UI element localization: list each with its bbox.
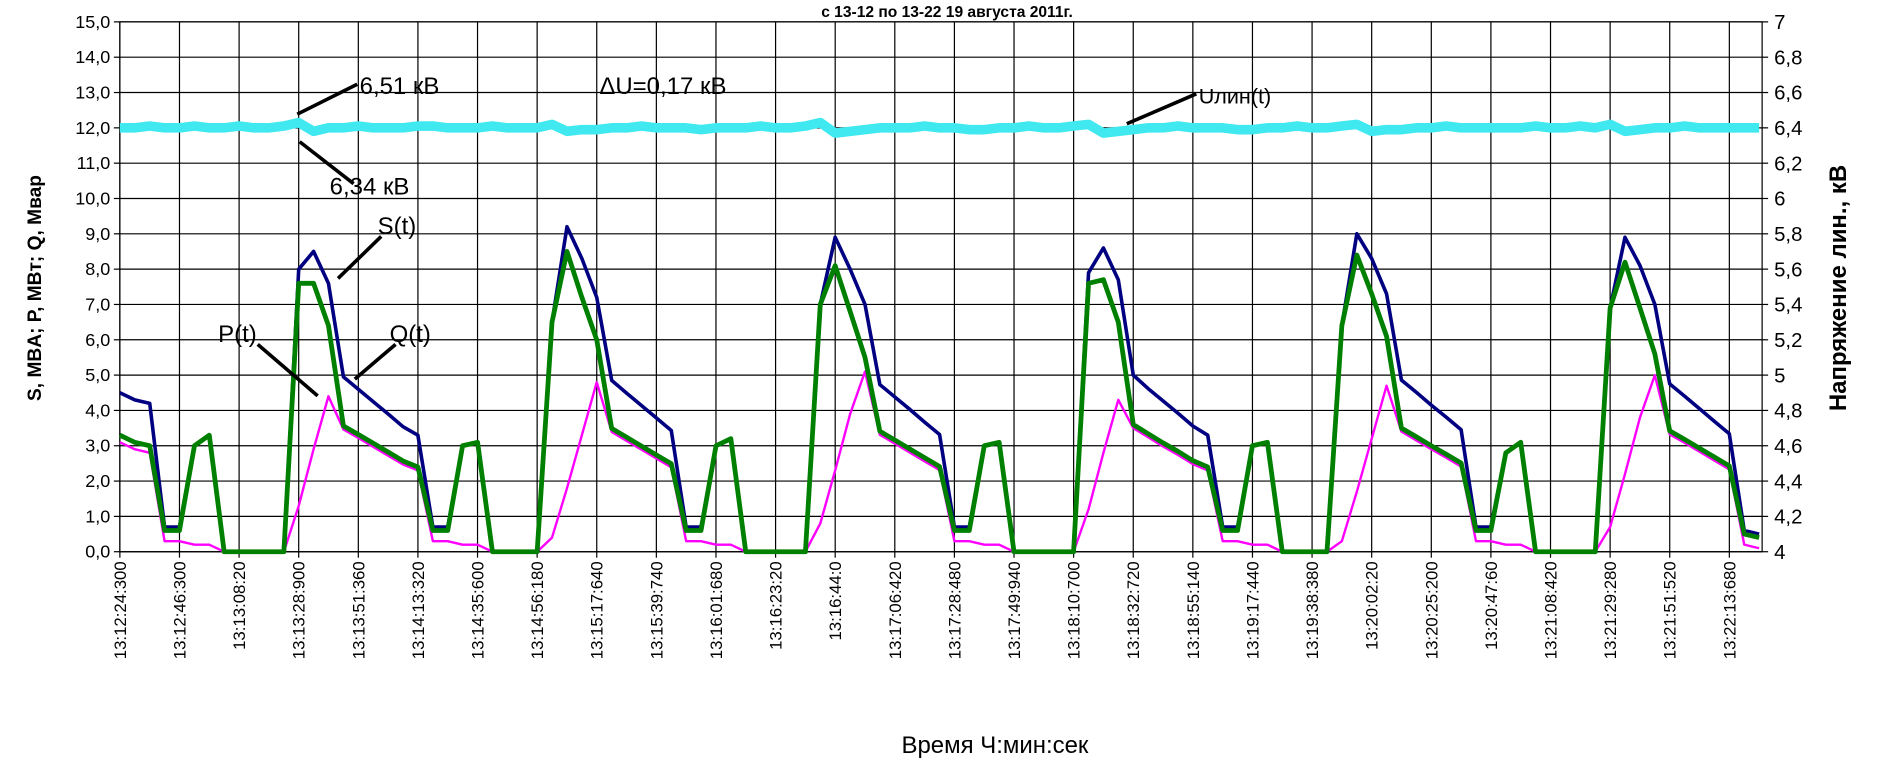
- y-tick-label: 3,0: [85, 436, 110, 456]
- x-tick-label: 13:15:17:640: [588, 561, 607, 659]
- annotation: 6,51 кВ: [360, 73, 440, 100]
- y-axis-label: S, MBA; P, MBт; Q, Mвар: [25, 175, 46, 401]
- y2-tick-label: 5,2: [1774, 330, 1802, 352]
- y-tick-label: 10,0: [75, 188, 110, 208]
- y2-tick-label: 6,8: [1774, 47, 1802, 69]
- y2-tick-label: 4,2: [1774, 507, 1802, 529]
- x-tick-label: 13:12:46:300: [170, 561, 189, 659]
- x-tick-label: 13:19:38:380: [1303, 561, 1322, 659]
- x-tick-label: 13:14:13:320: [409, 561, 428, 659]
- pointer-line: [1126, 92, 1198, 126]
- pointer-line: [296, 82, 359, 116]
- y-tick-label: 9,0: [85, 224, 110, 244]
- x-tick-label: 13:16:44:0: [826, 561, 845, 640]
- y2-tick-label: 4,4: [1774, 471, 1802, 493]
- pointer-line: [298, 140, 355, 186]
- annotation: 6,34 кВ: [330, 173, 410, 200]
- y-tick-label: 5,0: [85, 365, 110, 385]
- y2-tick-label: 5,4: [1774, 295, 1802, 317]
- y-tick-label: 6,0: [85, 330, 110, 350]
- y2-tick-label: 6,2: [1774, 153, 1802, 175]
- y-tick-label: 2,0: [85, 471, 110, 491]
- x-axis-label: Время Ч:мин:сек: [901, 732, 1088, 759]
- series-line: [118, 249, 1760, 555]
- y2-tick-label: 5,8: [1774, 224, 1802, 246]
- x-tick-label: 13:17:28:480: [945, 561, 964, 659]
- plot-area: [119, 21, 1763, 553]
- y-tick-label: 12,0: [75, 118, 110, 138]
- annotation: P(t): [218, 321, 257, 348]
- y2-tick-label: 4,6: [1774, 436, 1802, 458]
- x-tick-label: 13:18:55:140: [1184, 561, 1203, 659]
- x-tick-label: 13:12:24:300: [111, 561, 130, 659]
- pointer-line: [256, 342, 319, 398]
- annotation: Uлин(t): [1199, 83, 1271, 108]
- y2-tick-label: 5,6: [1774, 259, 1802, 281]
- y-tick-label: 1,0: [85, 506, 110, 526]
- x-tick-label: 13:14:56:180: [528, 561, 547, 659]
- x-tick-label: 13:18:32:720: [1124, 561, 1143, 659]
- x-tick-label: 13:17:49:940: [1005, 561, 1024, 659]
- x-tick-label: 13:13:51:360: [349, 561, 368, 659]
- x-tick-label: 13:13:28:900: [290, 561, 309, 659]
- x-tick-label: 13:22:13:680: [1720, 561, 1739, 659]
- y2-tick-label: 7: [1774, 12, 1785, 34]
- y-tick-label: 7,0: [85, 294, 110, 314]
- y-tick-label: 4,0: [85, 400, 110, 420]
- x-tick-label: 13:16:23:20: [767, 561, 786, 650]
- y2-tick-label: 4: [1774, 542, 1785, 564]
- x-tick-label: 13:19:17:440: [1243, 561, 1262, 659]
- x-tick-label: 13:20:25:200: [1422, 561, 1441, 659]
- y-tick-label: 0,0: [85, 542, 110, 562]
- y2-tick-label: 6,4: [1774, 118, 1802, 140]
- x-tick-label: 13:14:35:600: [469, 561, 488, 659]
- pointer-line: [353, 342, 397, 381]
- annotation: ΔU=0,17 кВ: [599, 73, 726, 100]
- x-tick-label: 13:20:47:60: [1482, 561, 1501, 650]
- y2-tick-label: 4,8: [1774, 401, 1802, 423]
- annotation: S(t): [378, 213, 417, 240]
- pointer-line: [336, 235, 383, 280]
- y-tick-label: 8,0: [85, 259, 110, 279]
- y-tick-label: 15,0: [75, 12, 110, 32]
- x-tick-label: 13:21:29:280: [1601, 561, 1620, 659]
- y-tick-label: 14,0: [75, 47, 110, 67]
- x-tick-label: 13:17:06:420: [886, 561, 905, 659]
- x-tick-label: 13:20:02:20: [1363, 561, 1382, 650]
- x-tick-label: 13:21:51:520: [1661, 561, 1680, 659]
- y2-axis-label: Напряжение лин., кВ: [1825, 165, 1852, 411]
- series-line: [119, 224, 1760, 554]
- y2-tick-label: 6,6: [1774, 83, 1802, 105]
- series-line: [119, 117, 1760, 138]
- x-tick-label: 13:16:01:680: [707, 561, 726, 659]
- y2-tick-label: 5: [1774, 365, 1785, 387]
- x-tick-label: 13:15:39:740: [647, 561, 666, 659]
- chart-title: с 13-12 по 13-22 19 августа 2011г.: [821, 4, 1073, 21]
- y-tick-label: 13,0: [75, 83, 110, 103]
- annotation: Q(t): [390, 321, 431, 348]
- x-tick-label: 13:21:08:420: [1542, 561, 1561, 659]
- x-tick-label: 13:13:08:20: [230, 561, 249, 650]
- y-tick-label: 11,0: [77, 153, 111, 173]
- y2-tick-label: 6: [1774, 189, 1785, 211]
- x-tick-label: 13:18:10:700: [1065, 561, 1084, 659]
